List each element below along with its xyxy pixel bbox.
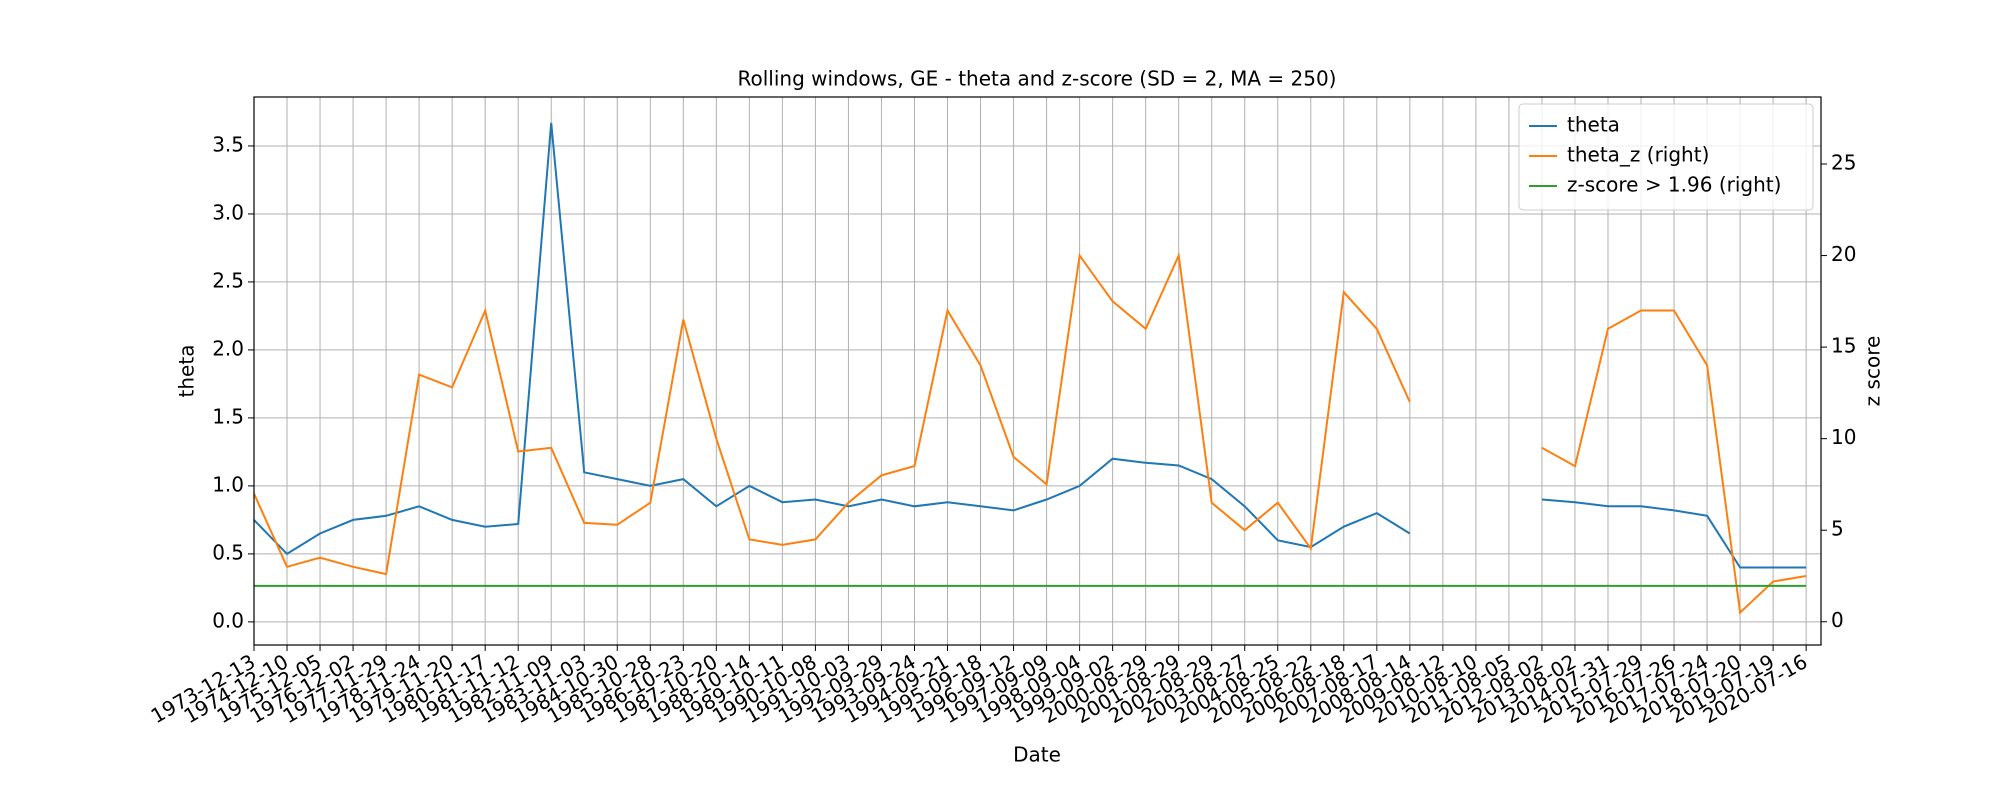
legend-label: theta <box>1567 113 1620 137</box>
y-tick-label: 3.0 <box>212 200 244 224</box>
y2-tick-label: 20 <box>1831 242 1856 266</box>
y-tick-label: 2.5 <box>212 268 244 292</box>
y-tick-label: 3.5 <box>212 132 244 156</box>
y2-tick-label: 0 <box>1831 608 1844 632</box>
y-tick-label: 2.0 <box>212 336 244 360</box>
y2-axis-label: z score <box>1861 336 1885 407</box>
x-axis-label: Date <box>1013 743 1061 767</box>
y-tick-label: 1.0 <box>212 472 244 496</box>
legend-label: theta_z (right) <box>1567 143 1709 167</box>
chart-title: Rolling windows, GE - theta and z-score … <box>738 67 1337 91</box>
y-axis-label: theta <box>175 345 199 398</box>
plot-frame <box>253 96 1822 646</box>
series-line <box>253 251 1807 615</box>
series-line <box>253 122 1807 569</box>
legend-label: z-score > 1.96 (right) <box>1567 173 1781 197</box>
y2-tick-label: 5 <box>1831 517 1844 541</box>
y-tick-label: 0.5 <box>212 540 244 564</box>
y2-tick-label: 15 <box>1831 334 1856 358</box>
legend-box <box>1518 103 1814 211</box>
y-tick-label: 1.5 <box>212 404 244 428</box>
y-tick-label: 0.0 <box>212 608 244 632</box>
y2-tick-label: 25 <box>1831 151 1856 175</box>
y2-tick-label: 10 <box>1831 425 1856 449</box>
